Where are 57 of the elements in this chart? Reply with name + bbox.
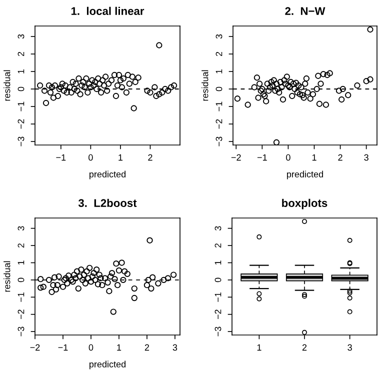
y-tick-label: 1 (18, 69, 24, 74)
x-tick-label: 2 (302, 344, 307, 351)
y-tick-label: 1 (214, 260, 222, 265)
y-tick-label: 2 (214, 243, 222, 248)
y-tick-label: −3 (216, 136, 222, 146)
y-tick-label: −2 (18, 310, 24, 320)
y-tick-label: 1 (216, 69, 222, 74)
y-tick-label: −3 (18, 136, 24, 146)
chart-title: 1. local linear (71, 6, 144, 15)
x-tick-label: 1 (312, 154, 316, 161)
y-tick-label: −2 (18, 119, 24, 129)
y-tick-label: 2 (216, 52, 222, 56)
y-tick-label: −1 (18, 102, 24, 112)
x-tick-label: 1 (257, 344, 262, 351)
x-axis-title: predicted (90, 170, 126, 180)
chart-title: 2. N−W (285, 7, 326, 15)
y-tick-label: −2 (216, 119, 222, 129)
x-tick-label: 1 (117, 344, 122, 351)
y-axis-title: residual (202, 70, 208, 101)
y-tick-label: −1 (18, 292, 24, 302)
x-tick-label: 0 (88, 154, 93, 161)
x-tick-label: −2 (231, 154, 241, 161)
y-tick-label: −1 (214, 292, 222, 302)
x-axis-title: predicted (90, 360, 126, 370)
x-tick-label: 2 (144, 344, 150, 351)
y-axis-title: residual (4, 70, 10, 101)
y-tick-label: −1 (216, 102, 222, 112)
y-tick-label: 1 (18, 260, 24, 265)
y-tick-label: 0 (214, 278, 222, 282)
y-tick-label: 3 (18, 226, 24, 230)
y-tick-label: 0 (18, 86, 24, 92)
x-tick-label: 0 (286, 154, 290, 161)
x-tick-label: 3 (172, 344, 178, 351)
x-axis-title: predicted (287, 170, 323, 180)
chart-title: boxplots (282, 198, 328, 210)
x-tick-label: −2 (30, 344, 40, 351)
y-tick-label: −3 (214, 326, 222, 336)
y-tick-label: 2 (18, 243, 24, 248)
y-tick-label: 3 (214, 226, 222, 230)
x-tick-label: 2 (148, 154, 152, 161)
x-tick-label: −1 (257, 154, 267, 161)
y-tick-label: −2 (214, 310, 222, 320)
x-tick-label: 2 (338, 154, 342, 161)
x-tick-label: −1 (56, 154, 66, 161)
y-axis-title: residual (4, 261, 10, 292)
y-tick-label: 3 (216, 34, 222, 39)
chart-title: 3. L2boost (78, 198, 137, 208)
y-tick-label: 3 (18, 34, 24, 39)
y-tick-label: −3 (18, 326, 24, 336)
x-tick-label: 0 (88, 344, 94, 351)
x-tick-label: 3 (364, 154, 368, 161)
y-tick-label: 0 (216, 86, 222, 92)
y-tick-label: 0 (18, 278, 24, 282)
x-tick-label: 1 (118, 154, 123, 161)
x-tick-label: −1 (58, 344, 68, 351)
y-tick-label: 2 (18, 52, 24, 56)
x-tick-label: 3 (348, 344, 352, 351)
